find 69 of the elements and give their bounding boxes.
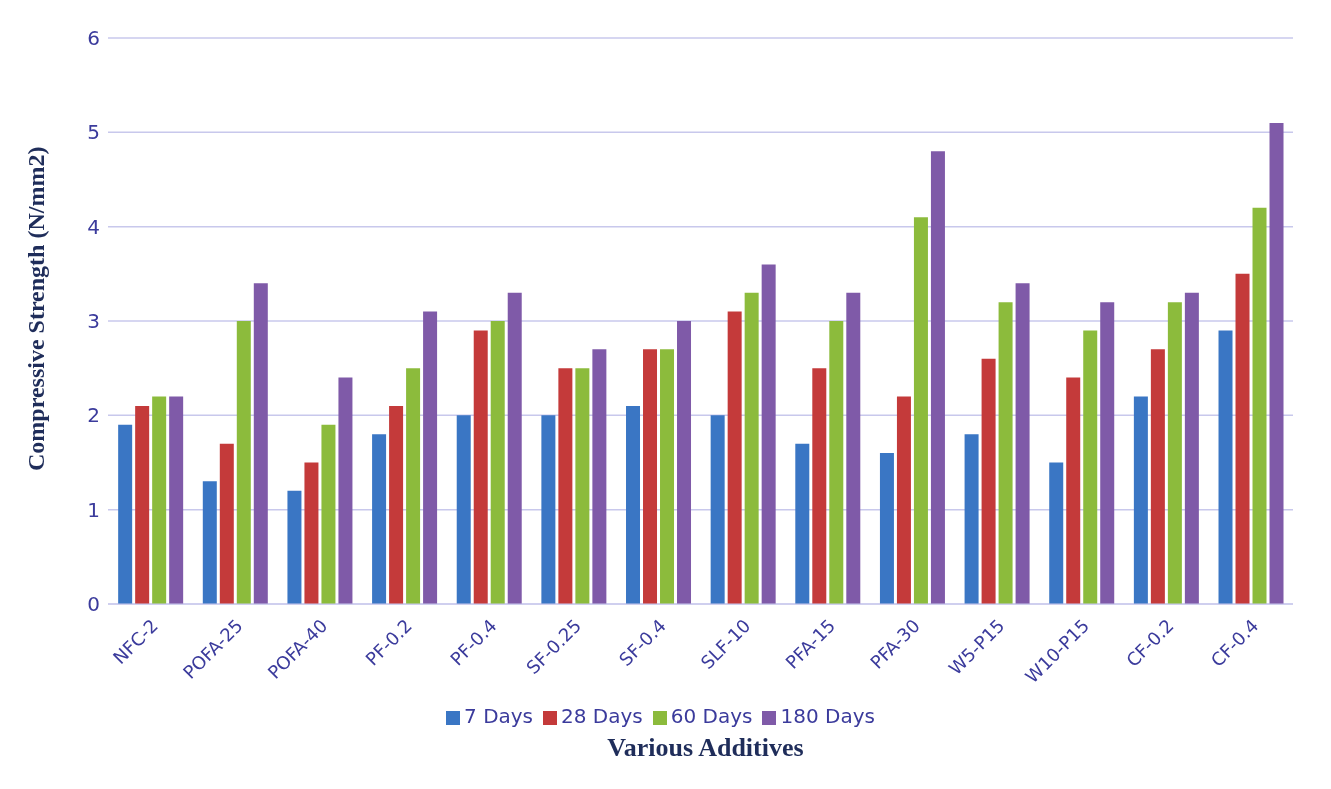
bar	[338, 377, 353, 604]
bar	[1100, 302, 1115, 604]
bar	[998, 302, 1013, 604]
bar	[1184, 292, 1199, 604]
legend-label: 7 Days	[464, 704, 534, 728]
bar	[558, 368, 573, 604]
bar	[1269, 122, 1284, 604]
bar	[896, 396, 911, 604]
bar	[304, 462, 319, 604]
bar	[1133, 396, 1148, 604]
y-tick-label: 3	[87, 309, 100, 334]
bar	[169, 396, 184, 604]
bar	[423, 311, 438, 604]
bar	[372, 434, 387, 604]
bar	[1150, 349, 1165, 604]
bar	[321, 424, 336, 604]
bar	[236, 321, 251, 604]
bar	[219, 443, 234, 604]
bar	[710, 415, 725, 604]
legend-label: 28 Days	[561, 704, 643, 728]
bar	[1049, 462, 1064, 604]
bar	[202, 481, 217, 604]
bar	[964, 434, 979, 604]
y-tick-label: 0	[87, 592, 100, 617]
bar	[1083, 330, 1098, 604]
bar	[879, 453, 894, 604]
y-tick-label: 2	[87, 403, 100, 428]
bar	[660, 349, 675, 604]
bar	[592, 349, 607, 604]
bar	[507, 292, 522, 604]
bar	[1015, 283, 1030, 604]
bar	[1218, 330, 1233, 604]
bar	[118, 424, 133, 604]
bar	[761, 264, 776, 604]
bar	[1066, 377, 1081, 604]
bar	[829, 321, 844, 604]
bar	[846, 292, 861, 604]
bar	[152, 396, 167, 604]
bar	[744, 292, 759, 604]
bar	[135, 405, 150, 604]
x-axis-title: Various Additives	[606, 733, 805, 763]
bar	[913, 217, 928, 604]
bar	[473, 330, 488, 604]
bar	[456, 415, 471, 604]
y-tick-label: 1	[87, 497, 100, 522]
bar	[253, 283, 268, 604]
y-tick-label: 5	[87, 120, 100, 145]
bar	[389, 405, 404, 604]
y-tick-label: 4	[87, 214, 100, 239]
bar	[1252, 207, 1267, 604]
bar	[643, 349, 658, 604]
legend-label: 180 Days	[780, 704, 875, 728]
bar	[406, 368, 421, 604]
bar	[795, 443, 810, 604]
legend-label: 60 Days	[670, 704, 753, 728]
bar	[490, 321, 505, 604]
y-axis-title: Compressive Strength (N/mm2)	[22, 146, 49, 471]
bar	[575, 368, 590, 604]
bar	[677, 321, 692, 604]
bar	[981, 358, 996, 604]
bar	[1167, 302, 1182, 604]
bar	[287, 490, 302, 604]
bar	[541, 415, 556, 604]
bar	[930, 151, 945, 604]
bar	[1235, 273, 1250, 604]
bar	[626, 405, 641, 604]
y-tick-label: 6	[87, 26, 100, 51]
bar	[812, 368, 827, 604]
bar	[727, 311, 742, 604]
